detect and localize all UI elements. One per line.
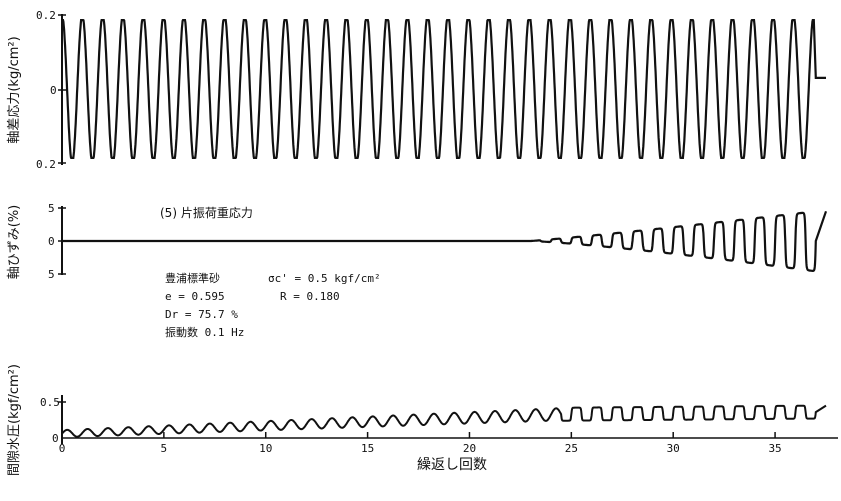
x-tick-label-15: 15 bbox=[361, 442, 374, 455]
note-void-ratio: e = 0.595 bbox=[165, 290, 225, 303]
strain-subtitle: (5) 片振荷重応力 bbox=[160, 206, 253, 220]
x-tick-label-5: 5 bbox=[161, 442, 168, 455]
strain-series-line bbox=[62, 210, 828, 272]
note-relative-density: Dr = 75.7 % bbox=[165, 308, 238, 321]
stress-series-line bbox=[61, 19, 826, 159]
x-axis-label: 繰返し回数 bbox=[417, 457, 487, 473]
pore-pressure-panel: 0.5 0 間隙水圧(kgf/cm²) 0 5 10 15 20 25 30 35 繰返し回数 bbox=[7, 364, 838, 476]
x-tick-label-30: 30 bbox=[667, 442, 680, 455]
x-tick-label-10: 10 bbox=[259, 442, 272, 455]
note-stress-ratio: R = 0.180 bbox=[280, 290, 340, 303]
x-tick-label-35: 35 bbox=[768, 442, 781, 455]
pore-tick-label-zero: 0 bbox=[52, 432, 59, 445]
stress-tick-label-zero: 0 bbox=[50, 84, 57, 97]
test-conditions-note: 豊浦標準砂 e = 0.595 Dr = 75.7 % 振動数 0.1 Hz σ… bbox=[165, 271, 381, 339]
note-frequency: 振動数 0.1 Hz bbox=[165, 325, 244, 339]
strain-tick-label-zero: 0 bbox=[48, 235, 55, 248]
x-tick-label-20: 20 bbox=[463, 442, 476, 455]
pore-series-line bbox=[61, 404, 827, 438]
stress-tick-label-top: 0.2 bbox=[36, 9, 56, 22]
pore-tick-label-top: 0.5 bbox=[40, 396, 60, 409]
strain-tick-label-top: 5 bbox=[48, 202, 55, 215]
strain-tick-label-bottom: 5 bbox=[48, 268, 55, 281]
strain-y-label: 軸ひずみ(%) bbox=[7, 205, 22, 280]
note-confining-pressure: σc' = 0.5 kgf/cm² bbox=[268, 272, 381, 285]
note-material: 豊浦標準砂 bbox=[165, 271, 220, 285]
stress-y-label: 軸差応力(kg/cm²) bbox=[7, 36, 22, 143]
strain-panel: 5 0 5 軸ひずみ(%) (5) 片振荷重応力 豊浦標準砂 e = 0.595… bbox=[7, 202, 828, 339]
stress-panel: 0.2 0 0.2 軸差応力(kg/cm²) bbox=[7, 9, 826, 171]
stress-tick-label-bottom: 0.2 bbox=[36, 158, 56, 171]
x-tick-label-0: 0 bbox=[59, 442, 66, 455]
x-ticks: 0 5 10 15 20 25 30 35 bbox=[59, 432, 782, 455]
x-tick-label-25: 25 bbox=[565, 442, 578, 455]
pore-y-label: 間隙水圧(kgf/cm²) bbox=[7, 364, 22, 476]
